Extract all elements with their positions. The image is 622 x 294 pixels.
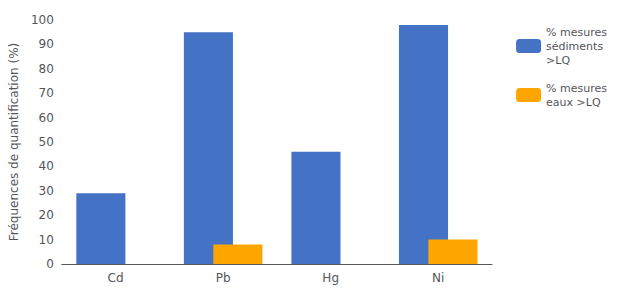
svg-text:90: 90 — [39, 37, 54, 51]
svg-text:>LQ: >LQ — [546, 54, 570, 67]
svg-text:sédiments: sédiments — [546, 40, 603, 53]
svg-text:Cd: Cd — [108, 271, 124, 285]
svg-text:0: 0 — [46, 257, 54, 271]
svg-text:10: 10 — [39, 233, 54, 247]
svg-text:40: 40 — [39, 159, 54, 173]
svg-text:80: 80 — [39, 62, 54, 76]
svg-text:Hg: Hg — [322, 271, 339, 285]
svg-text:% mesures: % mesures — [546, 26, 607, 39]
svg-text:eaux >LQ: eaux >LQ — [546, 96, 601, 109]
svg-text:Pb: Pb — [216, 271, 231, 285]
svg-text:70: 70 — [39, 86, 54, 100]
svg-text:50: 50 — [39, 135, 54, 149]
svg-text:100: 100 — [31, 13, 54, 27]
svg-text:30: 30 — [39, 184, 54, 198]
svg-text:% mesures: % mesures — [546, 82, 607, 95]
svg-text:20: 20 — [39, 208, 54, 222]
svg-text:Fréquences de quantification (: Fréquences de quantification (%) — [7, 43, 21, 241]
svg-text:60: 60 — [39, 111, 54, 125]
svg-text:Ni: Ni — [432, 271, 444, 285]
